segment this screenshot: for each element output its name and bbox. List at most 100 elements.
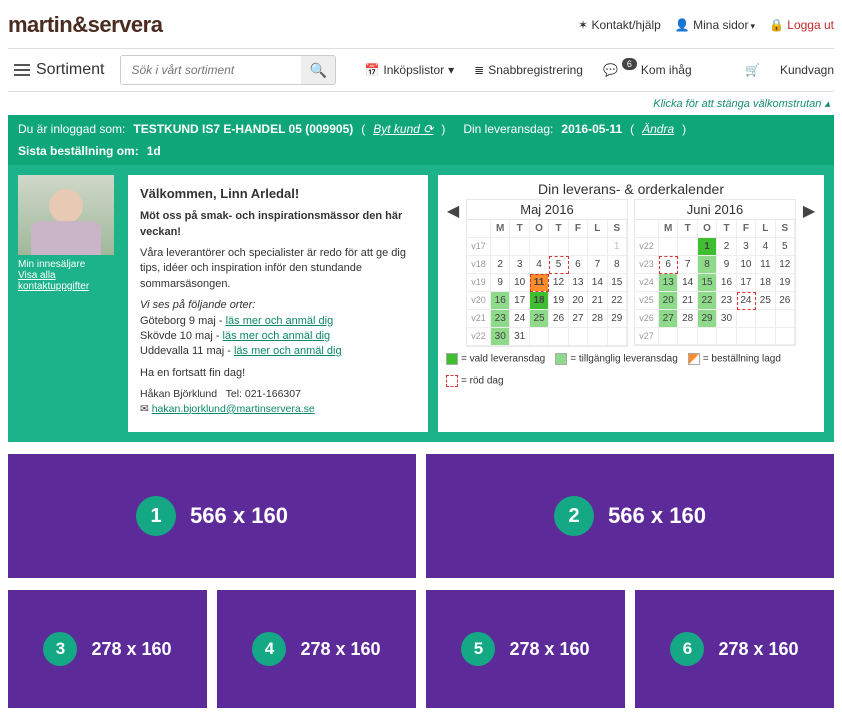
calendar-month-0: Maj 2016 MTOTFLSv171v182345678v199101112… [466,199,628,347]
cal-next[interactable]: ▶ [802,199,816,221]
promo-tile-2[interactable]: 2 566 x 160 [426,454,834,578]
nav-snabbregistrering[interactable]: ≣ Snabbregistrering [474,63,583,77]
calendar-day[interactable]: 29 [698,310,717,328]
search-button[interactable]: 🔍 [301,56,335,84]
calendar-day[interactable]: 2 [717,238,736,256]
calendar-day[interactable]: 15 [608,274,627,292]
calendar-day[interactable]: 12 [549,274,568,292]
calendar-day[interactable]: 17 [510,292,529,310]
calendar-day[interactable]: 18 [756,274,775,292]
tile-dim: 566 x 160 [190,503,288,529]
calendar-day[interactable]: 12 [776,256,795,274]
calendar-day[interactable]: 8 [608,256,627,274]
menu-sortiment[interactable]: Sortiment [8,57,110,83]
byt-kund-link[interactable]: Byt kund ⟳ [373,122,433,136]
logo[interactable]: martin&servera [8,12,162,38]
tile-dim: 566 x 160 [608,503,706,529]
calendar-day[interactable]: 31 [510,328,529,346]
promo-tile-3[interactable]: 3 278 x 160 [8,590,207,708]
calendar-day[interactable]: 3 [737,238,756,256]
promo-tile-1[interactable]: 1 566 x 160 [8,454,416,578]
nav-kom-ihag[interactable]: 💬6 Kom ihåg [603,63,692,77]
seller-contacts-link[interactable]: Visa alla kontaktuppgifter [18,270,118,292]
calendar-day[interactable]: 22 [698,292,717,310]
promo-tile-4[interactable]: 4 278 x 160 [217,590,416,708]
calendar-day[interactable]: 27 [569,310,588,328]
calendar-day[interactable]: 22 [608,292,627,310]
link-kontakt[interactable]: ✶ Kontakt/hjälp [578,18,661,32]
calendar-day [588,328,607,346]
event-link-3[interactable]: läs mer och anmäl dig [234,345,342,357]
search-input[interactable] [121,56,301,84]
calendar-day[interactable]: 14 [678,274,697,292]
calendar-day[interactable]: 24 [737,292,756,310]
calendar-day[interactable]: 11 [530,274,549,292]
nav-inkopslistor[interactable]: 📅 Inköpslistor▾ [364,63,454,77]
calendar-day[interactable]: 5 [549,256,568,274]
calendar-day[interactable]: 27 [659,310,678,328]
tile-number: 2 [554,496,594,536]
event-link-1[interactable]: läs mer och anmäl dig [226,315,334,327]
calendar-day[interactable]: 16 [717,274,736,292]
calendar-day[interactable]: 10 [510,274,529,292]
calendar-day[interactable]: 9 [491,274,510,292]
calendar-day[interactable]: 15 [698,274,717,292]
andra-link[interactable]: Ändra [642,122,674,136]
calendar-day[interactable]: 17 [737,274,756,292]
calendar-day[interactable]: 13 [569,274,588,292]
calendar-day[interactable]: 24 [510,310,529,328]
calendar-day[interactable]: 25 [530,310,549,328]
calendar-day[interactable]: 5 [776,238,795,256]
calendar-day[interactable]: 7 [588,256,607,274]
calendar-day[interactable]: 2 [491,256,510,274]
calendar-day[interactable]: 1 [608,238,627,256]
calendar-day [756,328,775,345]
calendar-day[interactable]: 4 [530,256,549,274]
calendar-day[interactable]: 18 [530,292,549,310]
calendar-day[interactable]: 26 [776,292,795,310]
calendar-day[interactable]: 23 [491,310,510,328]
calendar-day[interactable]: 26 [549,310,568,328]
tile-number: 6 [670,632,704,666]
cal-prev[interactable]: ◀ [446,199,460,221]
calendar-day[interactable]: 6 [569,256,588,274]
calendar-day[interactable]: 29 [608,310,627,328]
calendar-day[interactable]: 20 [569,292,588,310]
calendar-day[interactable]: 6 [659,256,678,274]
close-welcome[interactable]: Klicka för att stänga välkomstrutan ▴ [8,92,834,115]
calendar-day[interactable]: 19 [549,292,568,310]
month-name-0: Maj 2016 [467,200,627,219]
link-mina-sidor[interactable]: 👤 Mina sidor▾ [675,18,755,32]
calendar-day[interactable]: 28 [678,310,697,328]
calendar-day[interactable]: 8 [698,256,717,274]
calendar-day[interactable]: 7 [678,256,697,274]
calendar-day [530,328,549,346]
calendar-day[interactable]: 10 [737,256,756,274]
calendar-day[interactable]: 30 [491,328,510,346]
calendar-day[interactable]: 19 [776,274,795,292]
calendar-day[interactable]: 23 [717,292,736,310]
nav-kundvagn[interactable]: 🛒 Kundvagn [745,63,834,77]
event-link-2[interactable]: läs mer och anmäl dig [223,330,331,342]
calendar-day[interactable]: 25 [756,292,775,310]
link-logout[interactable]: 🔒 Logga ut [769,18,834,32]
promo-tile-6[interactable]: 6 278 x 160 [635,590,834,708]
calendar-day[interactable]: 21 [678,292,697,310]
calendar-day[interactable]: 20 [659,292,678,310]
promo-tile-5[interactable]: 5 278 x 160 [426,590,625,708]
calendar-day[interactable]: 16 [491,292,510,310]
calendar-day[interactable]: 13 [659,274,678,292]
calendar-day[interactable]: 3 [510,256,529,274]
calendar-day[interactable]: 28 [588,310,607,328]
calendar-day[interactable]: 4 [756,238,775,256]
calendar-day[interactable]: 30 [717,310,736,328]
seller-email[interactable]: hakan.bjorklund@martinservera.se [152,403,315,415]
login-info-bar: Du är inloggad som: TESTKUND IS7 E-HANDE… [8,115,834,165]
calendar-day[interactable]: 9 [717,256,736,274]
calendar-day[interactable]: 14 [588,274,607,292]
calendar-day[interactable]: 1 [698,238,717,256]
calendar-day [608,328,627,346]
calendar-day [678,238,697,256]
calendar-day[interactable]: 11 [756,256,775,274]
calendar-day[interactable]: 21 [588,292,607,310]
